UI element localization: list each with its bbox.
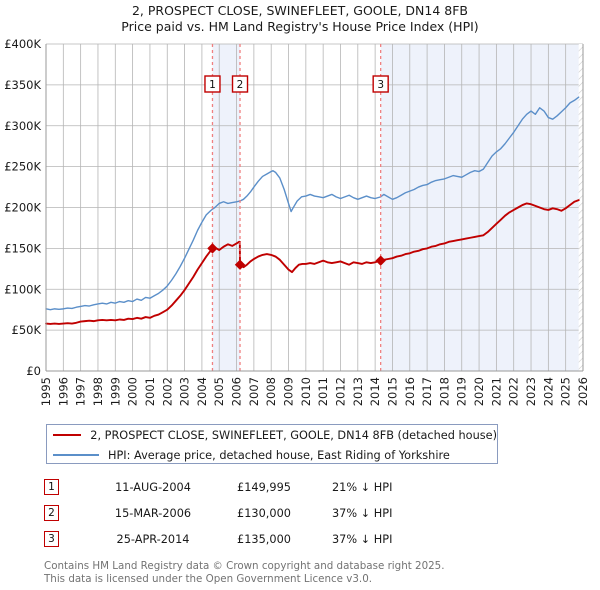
x-axis-tick-label: 2013 (351, 377, 365, 406)
x-axis-tick-label: 2006 (230, 377, 244, 406)
x-axis-tick-label: 2021 (489, 377, 503, 406)
x-axis-tick-label: 2000 (126, 377, 140, 406)
x-axis-tick-label: 2026 (576, 377, 590, 406)
y-axis-tick-label: £100K (4, 282, 41, 296)
x-axis-tick-label: 2024 (541, 377, 555, 406)
sale-price-point (375, 255, 386, 266)
sale-price-point (207, 243, 218, 254)
x-axis-tick-label: 2019 (455, 377, 469, 406)
transaction-marker-number: 3 (377, 79, 384, 91)
y-axis-tick-label: £0 (26, 364, 41, 378)
x-axis-tick-label: 2016 (403, 377, 417, 406)
transaction-delta-3: 37% ↓ HPI (332, 532, 393, 546)
table-row: 3 25-APR-2014 £135,000 37% ↓ HPI (44, 526, 474, 552)
hpi-average-line (45, 96, 580, 311)
footer-line-2: This data is licensed under the Open Gov… (44, 572, 373, 585)
y-axis-tick-label: £400K (4, 37, 41, 51)
x-axis-tick-label: 2017 (420, 377, 434, 406)
legend-swatch-property (53, 434, 82, 436)
legend-label-hpi: HPI: Average price, detached house, East… (108, 448, 450, 462)
sale-price-point (234, 259, 246, 270)
chart-title-line-1: 2, PROSPECT CLOSE, SWINEFLEET, GOOLE, DN… (131, 3, 469, 18)
x-axis-tick-label: 1995 (39, 377, 53, 406)
legend-swatch-hpi (53, 454, 99, 456)
property-price-line (45, 199, 580, 325)
x-axis-tick-label: 2025 (559, 377, 573, 406)
y-axis-tick-label: £50K (12, 323, 42, 337)
x-axis-tick-label: 2018 (437, 377, 451, 406)
table-row: 1 11-AUG-2004 £149,995 21% ↓ HPI (44, 474, 474, 500)
transactions-table: 1 11-AUG-2004 £149,995 21% ↓ HPI 2 15-MA… (44, 474, 474, 552)
y-axis-tick-label: £300K (4, 119, 41, 133)
legend-item-property: 2, PROSPECT CLOSE, SWINEFLEET, GOOLE, DN… (47, 425, 497, 445)
plot-area: 1995 1996 1997 1998 1999 2000 2001 2002 2003 2004… (4, 37, 590, 406)
x-axis-tick-label: 2010 (299, 377, 313, 406)
x-axis-tick-label: 1999 (108, 377, 122, 406)
x-axis-tick-label: 2012 (333, 377, 347, 406)
x-axis-tick-label: 2003 (178, 377, 192, 406)
transaction-date-2: 15-MAR-2006 (114, 506, 192, 520)
table-row: 2 15-MAR-2006 £130,000 37% ↓ HPI (44, 500, 474, 526)
y-axis-tick-label: £350K (4, 78, 41, 92)
chart-footer: Contains HM Land Registry data © Crown c… (44, 560, 564, 585)
transaction-date-3: 25-APR-2014 (116, 532, 190, 546)
legend-label-property: 2, PROSPECT CLOSE, SWINEFLEET, GOOLE, DN… (90, 428, 497, 442)
footer-line-1: Contains HM Land Registry data © Crown c… (44, 560, 445, 572)
transaction-marker-number: 2 (237, 79, 244, 91)
x-axis-tick-label: 2015 (385, 377, 399, 406)
transaction-badge-1: 1 (44, 479, 59, 495)
transaction-delta-1: 21% ↓ HPI (332, 480, 393, 494)
transaction-marker-badge (204, 75, 221, 93)
transaction-marker-badge (372, 75, 389, 93)
transaction-price-1: £149,995 (237, 480, 291, 494)
y-axis-tick-label: £250K (4, 160, 41, 174)
x-axis-tick-label: 2007 (247, 377, 261, 406)
x-axis-tick-label: 2023 (524, 377, 538, 406)
transaction-badge-2: 2 (44, 505, 59, 521)
x-axis-tick-label: 1998 (91, 377, 105, 406)
y-axis-tick-label: £200K (4, 201, 41, 215)
transaction-date-1: 11-AUG-2004 (115, 480, 191, 494)
x-axis-tick-label: 2002 (160, 377, 174, 406)
x-axis-tick-label: 1996 (56, 377, 70, 406)
transaction-price-3: £135,000 (237, 532, 291, 546)
legend-item-hpi: HPI: Average price, detached house, East… (47, 445, 497, 465)
transaction-marker-badge (231, 75, 249, 93)
chart-title-line-2: Price paid vs. HM Land Registry's House … (121, 19, 479, 34)
x-axis-tick-label: 2020 (472, 377, 486, 406)
x-axis-tick-label: 2011 (316, 377, 330, 406)
x-axis-tick-label: 2005 (212, 377, 226, 406)
incomplete-data-region (578, 44, 583, 371)
transaction-price-2: £130,000 (237, 506, 291, 520)
chart-legend: 2, PROSPECT CLOSE, SWINEFLEET, GOOLE, DN… (46, 424, 498, 464)
x-axis-tick-label: 2004 (195, 377, 209, 406)
x-axis-tick-label: 2009 (282, 377, 296, 406)
transaction-marker-number: 1 (209, 79, 216, 91)
x-axis-tick-label: 2014 (368, 377, 382, 406)
x-axis-tick-label: 2001 (143, 377, 157, 406)
chart-title: 2, PROSPECT CLOSE, SWINEFLEET, GOOLE, DN… (0, 3, 600, 35)
y-axis-tick-label: £150K (4, 241, 41, 255)
x-axis-tick-label: 1997 (74, 377, 88, 406)
transaction-badge-3: 3 (44, 531, 59, 547)
x-axis-tick-label: 2008 (264, 377, 278, 406)
transaction-delta-2: 37% ↓ HPI (332, 506, 393, 520)
x-axis-tick-label: 2022 (507, 377, 521, 406)
